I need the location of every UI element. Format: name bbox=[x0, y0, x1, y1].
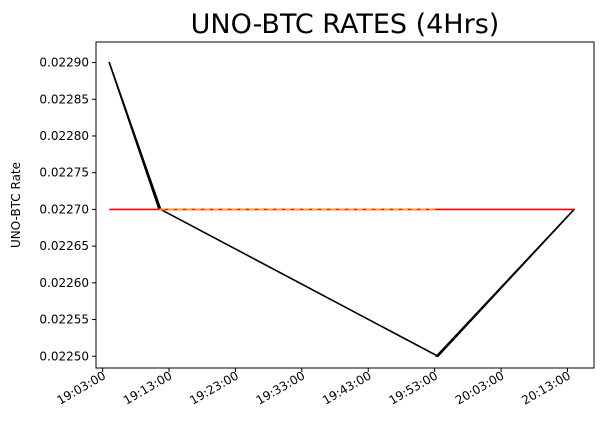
x-tick-label-7: 20:13:00 bbox=[519, 368, 573, 407]
x-tick-label-1: 19:13:00 bbox=[121, 368, 175, 407]
y-tick-label-6: 0.02280 bbox=[39, 129, 89, 143]
y-tick-label-5: 0.02275 bbox=[39, 166, 89, 180]
chart-title: UNO-BTC RATES (4Hrs) bbox=[191, 9, 500, 40]
plot-frame bbox=[95, 41, 595, 369]
series-line-0 bbox=[108, 61, 575, 358]
x-tick-label-4: 19:43:00 bbox=[320, 368, 374, 407]
y-tick-label-2: 0.02260 bbox=[39, 276, 89, 290]
x-tick-label-6: 20:03:00 bbox=[453, 368, 507, 407]
x-tick-label-2: 19:23:00 bbox=[187, 368, 241, 407]
x-tick-label-3: 19:33:00 bbox=[254, 368, 308, 407]
y-axis-title: UNO-BTC Rate bbox=[9, 162, 23, 248]
axes: 0.02250 0.02255 0.02260 0.02265 0.02270 0.022… bbox=[39, 41, 595, 408]
y-tick-label-1: 0.02255 bbox=[39, 313, 89, 327]
y-tick-label-3: 0.02265 bbox=[39, 239, 89, 253]
x-tick-label-5: 19:53:00 bbox=[386, 368, 440, 407]
y-tick-label-7: 0.02285 bbox=[39, 92, 89, 106]
y-tick-label-8: 0.02290 bbox=[39, 56, 89, 70]
plot-area bbox=[108, 61, 575, 358]
x-tick-label-0: 19:03:00 bbox=[54, 368, 108, 407]
y-tick-label-0: 0.02250 bbox=[39, 349, 89, 363]
y-tick-label-4: 0.02270 bbox=[39, 202, 89, 216]
